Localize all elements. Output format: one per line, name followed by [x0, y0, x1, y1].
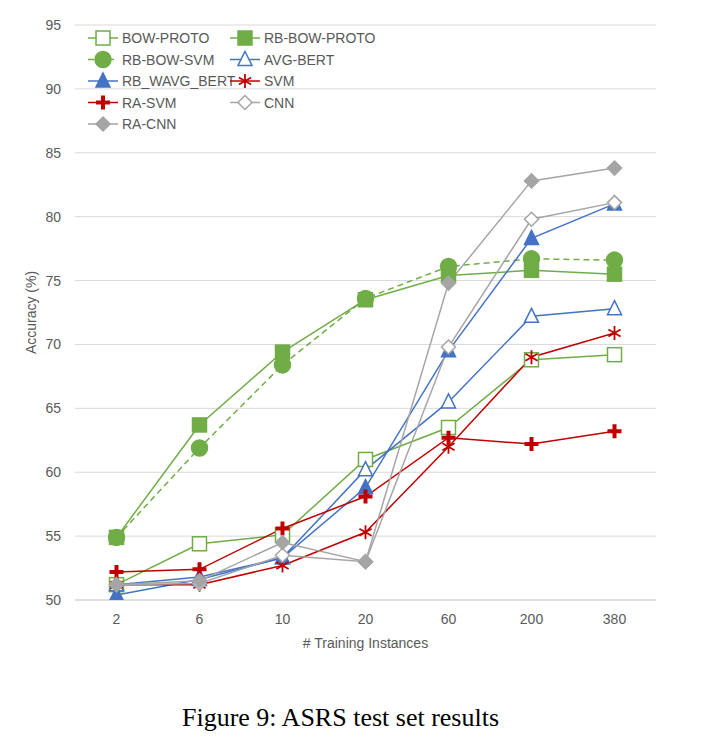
grid-line: [75, 152, 656, 153]
x-tick-label: 380: [603, 611, 627, 627]
grid-line: [75, 600, 656, 601]
data-point: [109, 529, 125, 545]
y-tick-label: 95: [45, 17, 61, 33]
data-point: [359, 555, 373, 569]
data-point: [359, 555, 373, 569]
data-point: [525, 308, 539, 322]
series-line: [117, 204, 615, 595]
series-line: [117, 309, 615, 585]
grid-line: [75, 408, 656, 409]
legend-marker: [96, 96, 110, 110]
legend-label: BOW-PROTO: [122, 30, 209, 46]
x-tick-label: 200: [520, 611, 544, 627]
legend-label: RA-SVM: [122, 95, 176, 111]
grid-line: [75, 25, 656, 26]
data-point: [442, 276, 456, 290]
legend-marker: [239, 74, 251, 88]
legend-label: RB_WAVG_BERT: [122, 73, 236, 89]
legend-marker: [95, 52, 111, 68]
legend-label: AVG-BERT: [264, 52, 335, 68]
data-point: [441, 259, 457, 275]
y-tick-label: 90: [45, 81, 61, 97]
x-tick-label: 6: [196, 611, 204, 627]
y-tick-label: 50: [45, 592, 61, 608]
y-tick-label: 85: [45, 145, 61, 161]
data-point: [525, 174, 539, 188]
legend-marker: [238, 31, 252, 45]
data-point: [110, 578, 124, 592]
data-point: [608, 301, 622, 315]
data-point: [359, 462, 373, 476]
data-point: [607, 252, 623, 268]
y-tick-label: 60: [45, 464, 61, 480]
legend-label: RA-CNN: [122, 116, 176, 132]
series-line: [117, 431, 615, 572]
y-tick-label: 80: [45, 209, 61, 225]
caption: Figure 9: ASRS test set results: [182, 703, 499, 732]
y-tick-label: 65: [45, 400, 61, 416]
data-point: [608, 267, 622, 281]
series-line: [117, 355, 615, 585]
data-point: [525, 350, 537, 364]
data-point: [192, 440, 208, 456]
data-point: [193, 418, 207, 432]
x-tick-label: 60: [441, 611, 457, 627]
legend-label: RB-BOW-SVM: [122, 52, 214, 68]
legend-marker: [96, 73, 110, 87]
legend-marker: [96, 31, 110, 45]
legend-label: RB-BOW-PROTO: [264, 30, 376, 46]
x-tick-label: 2: [113, 611, 121, 627]
data-point: [276, 536, 290, 550]
legend-marker: [238, 52, 252, 66]
series-line: [117, 333, 615, 585]
data-point: [608, 196, 622, 210]
data-point: [359, 525, 371, 539]
y-axis-label: Accuracy (%): [23, 271, 39, 354]
y-tick-label: 55: [45, 528, 61, 544]
x-tick-label: 10: [275, 611, 291, 627]
data-point: [275, 357, 291, 373]
data-point: [110, 578, 124, 592]
x-tick-label: 20: [358, 611, 374, 627]
data-point: [110, 578, 124, 592]
data-point: [442, 431, 456, 445]
data-point: [442, 340, 456, 354]
data-point: [525, 437, 539, 451]
y-tick-label: 75: [45, 273, 61, 289]
data-point: [110, 577, 124, 591]
grid-line: [75, 216, 656, 217]
data-point: [525, 230, 539, 244]
grid-line: [75, 280, 656, 281]
legend: BOW-PROTO RB-BOW-PROTO RB-BOW-SVM AVG-BERT R…: [88, 30, 376, 132]
chart: 50 55 60 65 70 75 80 85 90 95 2 6 10 20 60 200 380 # Trai…: [0, 0, 711, 749]
series-line: [117, 270, 615, 537]
legend-marker: [238, 96, 252, 110]
data-point: [608, 161, 622, 175]
data-point: [442, 394, 456, 408]
data-point: [608, 326, 620, 340]
series-line: [117, 168, 615, 585]
legend-label: SVM: [264, 73, 294, 89]
data-point: [359, 490, 373, 504]
data-point: [193, 574, 207, 588]
data-point: [525, 212, 539, 226]
y-tick-label: 70: [45, 336, 61, 352]
data-point: [193, 537, 207, 551]
data-point: [110, 578, 122, 592]
data-point: [276, 521, 290, 535]
legend-marker: [96, 117, 110, 131]
series-line: [117, 259, 615, 538]
data-point: [608, 196, 622, 210]
series-line: [117, 203, 615, 585]
data-point: [608, 424, 622, 438]
data-point: [110, 530, 124, 544]
data-point: [608, 348, 622, 362]
x-axis-label: # Training Instances: [303, 635, 428, 651]
grid-line: [75, 344, 656, 345]
data-point: [358, 290, 374, 306]
plot-area: [109, 161, 623, 600]
data-point: [524, 251, 540, 267]
legend-label: CNN: [264, 95, 294, 111]
